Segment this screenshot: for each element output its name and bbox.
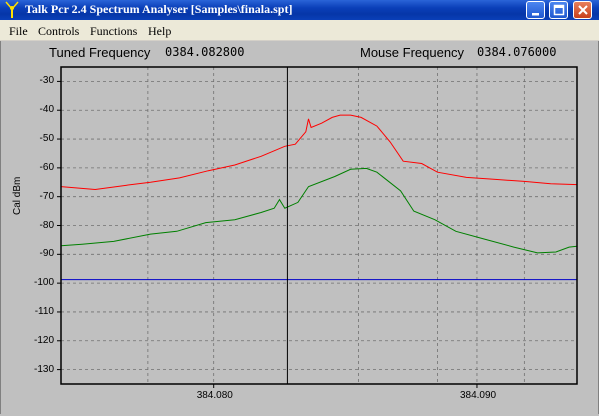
x-tick-label: 384.080 (196, 390, 233, 401)
y-tick-label: -40 (39, 104, 54, 116)
tuned-frequency-label: Tuned Frequency (49, 45, 151, 60)
mouse-frequency-label: Mouse Frequency (360, 45, 465, 60)
y-tick-label: -70 (39, 190, 54, 202)
y-tick-label: -100 (33, 277, 54, 289)
antenna-icon (4, 1, 20, 19)
y-tick-label: -120 (33, 334, 54, 346)
y-tick-label: -80 (39, 219, 54, 231)
close-icon (578, 5, 588, 15)
menu-help[interactable]: Help (148, 24, 172, 38)
menu-controls[interactable]: Controls (38, 24, 80, 38)
minimize-icon (532, 13, 539, 16)
close-button[interactable] (573, 1, 592, 19)
menu-functions[interactable]: Functions (90, 24, 138, 38)
y-tick-label: -60 (39, 161, 54, 173)
y-axis-label: Cal dBm (12, 176, 23, 215)
window-frame (0, 40, 599, 414)
maximize-button[interactable] (549, 1, 568, 19)
x-tick-label: 384.090 (459, 390, 497, 401)
y-tick-label: -110 (34, 305, 54, 317)
y-tick-label: -130 (33, 363, 54, 375)
minimize-button[interactable] (526, 1, 545, 19)
title-bar[interactable]: Talk Pcr 2.4 Spectrum Analyser [Samples\… (0, 0, 599, 20)
window-title: Talk Pcr 2.4 Spectrum Analyser [Samples\… (25, 2, 293, 16)
tuned-frequency-value: 0384.082800 (165, 45, 245, 59)
menu-bar: File Controls Functions Help (0, 20, 599, 41)
mouse-frequency-value: 0384.076000 (477, 45, 557, 59)
y-tick-label: -30 (39, 75, 54, 87)
maximize-icon (553, 4, 565, 16)
y-tick-label: -90 (39, 248, 54, 260)
y-tick-label: -50 (39, 133, 54, 145)
menu-file[interactable]: File (9, 24, 28, 38)
